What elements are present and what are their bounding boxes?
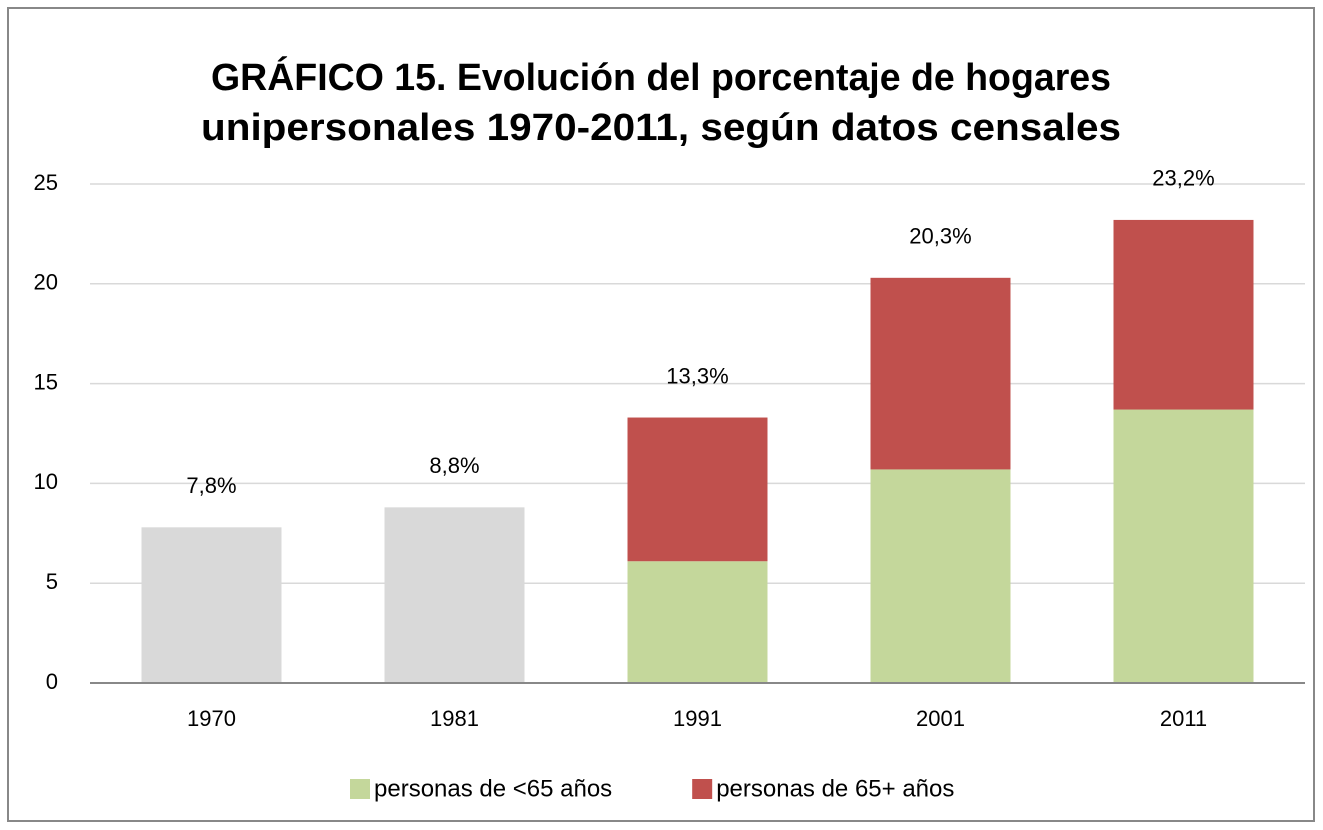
bar-segment	[141, 527, 282, 683]
y-tick-label: 20	[34, 270, 58, 295]
x-tick-label: 1991	[673, 706, 722, 731]
legend-swatch	[350, 779, 370, 799]
bar-segment	[870, 277, 1011, 470]
legend-label: personas de 65+ años	[716, 775, 954, 802]
data-label: 7,8%	[186, 473, 236, 498]
x-tick-label: 2001	[916, 706, 965, 731]
data-label: 8,8%	[429, 453, 479, 478]
x-tick-label: 2011	[1160, 706, 1207, 731]
chart-title: GRÁFICO 15. Evolución del porcentaje de …	[211, 55, 1111, 99]
y-tick-label: 5	[46, 569, 58, 594]
data-label: 23,2%	[1152, 166, 1214, 191]
bar-segment	[870, 469, 1011, 683]
bar-segment	[1113, 409, 1254, 683]
legend-label: personas de <65 años	[374, 775, 612, 802]
data-label: 20,3%	[909, 224, 971, 249]
bar-segment	[627, 561, 768, 683]
chart-title: unipersonales 1970-2011, según datos cen…	[201, 107, 1121, 149]
data-label: 13,3%	[666, 363, 728, 388]
legend-swatch	[692, 779, 713, 799]
x-tick-label: 1981	[430, 706, 479, 731]
y-tick-label: 15	[34, 369, 58, 394]
bar-segment	[1113, 219, 1254, 410]
y-tick-label: 25	[34, 170, 58, 195]
chart-border	[7, 7, 1315, 822]
bar-segment	[627, 417, 768, 562]
x-tick-label: 1970	[187, 706, 236, 731]
y-tick-label: 10	[34, 469, 58, 494]
y-tick-label: 0	[46, 669, 58, 694]
bar-segment	[384, 507, 525, 683]
